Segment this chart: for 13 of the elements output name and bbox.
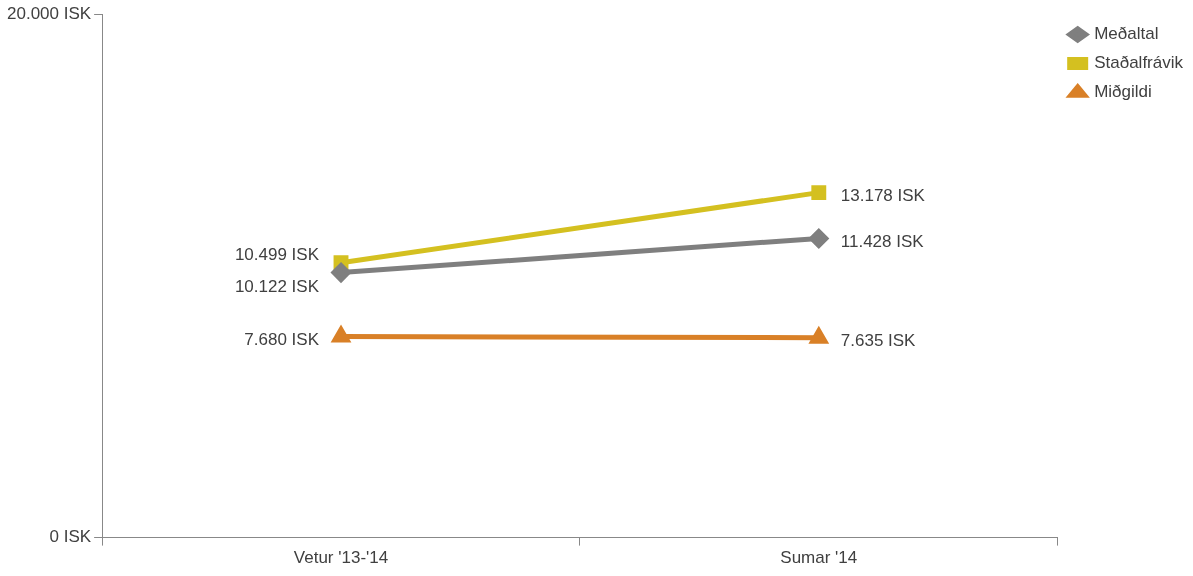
data-label: 13.178 ISK (840, 186, 926, 206)
x-tick-label: Sumar '14 (780, 548, 858, 568)
legend-label: Meðaltal (1094, 24, 1159, 44)
legend-label: Miðgildi (1094, 82, 1152, 102)
y-tick-label: 0 ISK (49, 527, 92, 547)
y-tick-label: 20.000 ISK (7, 3, 92, 23)
data-label: 10.122 ISK (234, 277, 320, 297)
data-label: 11.428 ISK (840, 232, 925, 252)
data-label: 10.499 ISK (234, 245, 320, 265)
data-label: 7.635 ISK (840, 331, 917, 351)
x-tick-label: Vetur '13-'14 (293, 548, 389, 568)
legend-label: Staðalfrávik (1094, 53, 1184, 73)
data-label: 7.680 ISK (244, 330, 320, 350)
